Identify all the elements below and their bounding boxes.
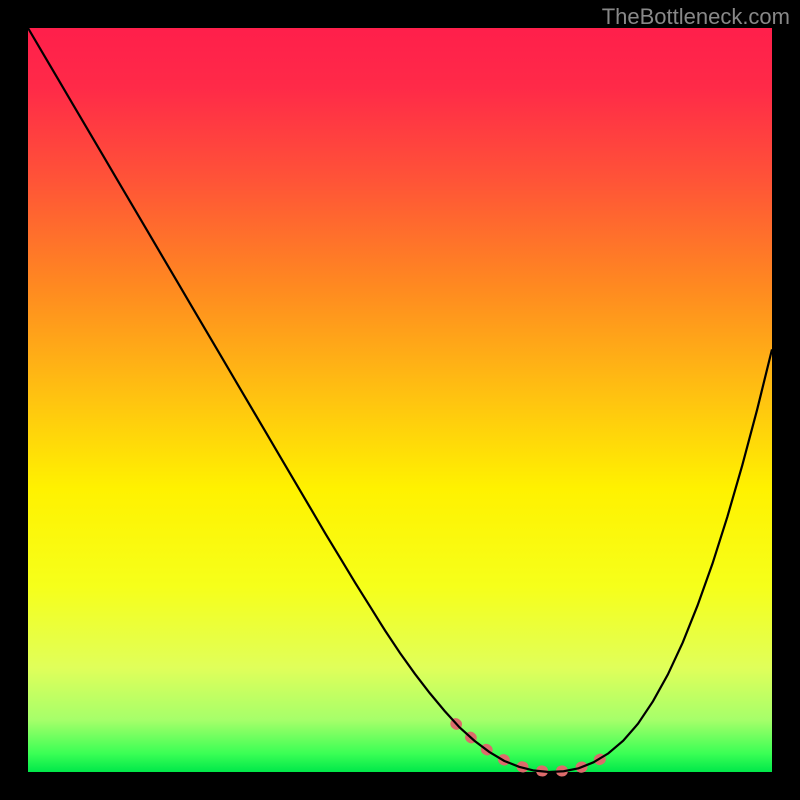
watermark-label: TheBottleneck.com [602,4,790,30]
plot-background [28,28,772,772]
bottleneck-chart [0,0,800,800]
